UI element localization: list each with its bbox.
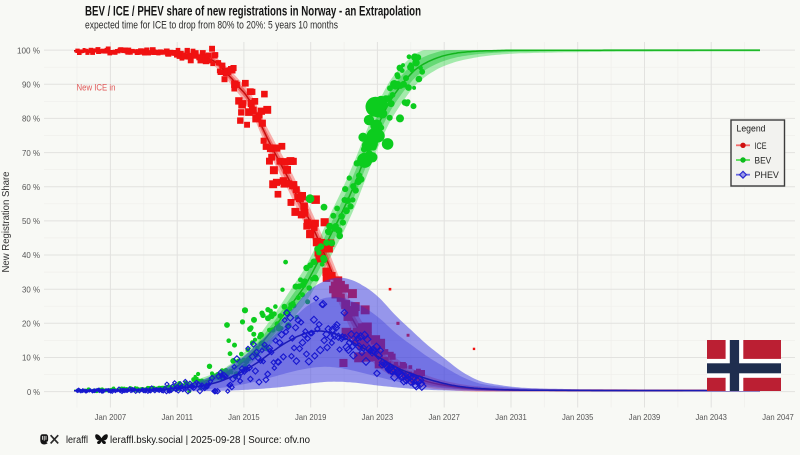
svg-text:BEV / ICE / PHEV share of new: BEV / ICE / PHEV share of new registrati… [85, 4, 421, 19]
svg-text:BEV: BEV [755, 156, 772, 166]
svg-text:20 %: 20 % [22, 319, 40, 329]
svg-text:80 %: 80 % [22, 114, 40, 124]
svg-text:100 %: 100 % [17, 45, 40, 55]
svg-text:Jan 2047: Jan 2047 [762, 412, 794, 422]
svg-text:Legend: Legend [737, 124, 766, 134]
svg-text:40 %: 40 % [22, 250, 40, 260]
svg-text:leraffl: leraffl [66, 435, 88, 446]
svg-text:Jan 2023: Jan 2023 [362, 412, 394, 422]
svg-text:Jan 2027: Jan 2027 [428, 412, 460, 422]
svg-text:New ICE in: New ICE in [77, 82, 116, 92]
svg-text:90 %: 90 % [22, 80, 40, 90]
svg-text:ICE: ICE [755, 141, 767, 151]
svg-text:50 %: 50 % [22, 216, 40, 226]
svg-text:70 %: 70 % [22, 148, 40, 158]
svg-text:leraffl.bsky.social | 2025-09: leraffl.bsky.social | 2025-09-28 | Sourc… [110, 435, 310, 446]
svg-text:0 %: 0 % [27, 387, 40, 397]
svg-text:New Registration Share: New Registration Share [1, 171, 12, 272]
svg-text:Jan 2019: Jan 2019 [295, 412, 327, 422]
svg-text:Jan 2035: Jan 2035 [562, 412, 594, 422]
svg-text:10 %: 10 % [22, 353, 40, 363]
svg-text:30 %: 30 % [22, 284, 40, 294]
svg-text:Jan 2043: Jan 2043 [695, 412, 727, 422]
svg-text:Jan 2007: Jan 2007 [95, 412, 127, 422]
svg-text:PHEV: PHEV [755, 170, 779, 180]
svg-text:Jan 2039: Jan 2039 [629, 412, 661, 422]
svg-text:Jan 2011: Jan 2011 [161, 412, 193, 422]
svg-text:expected time for ICE to drop: expected time for ICE to drop from 80% t… [85, 20, 338, 32]
svg-text:60 %: 60 % [22, 182, 40, 192]
svg-text:Jan 2031: Jan 2031 [495, 412, 527, 422]
svg-text:Jan 2015: Jan 2015 [228, 412, 260, 422]
